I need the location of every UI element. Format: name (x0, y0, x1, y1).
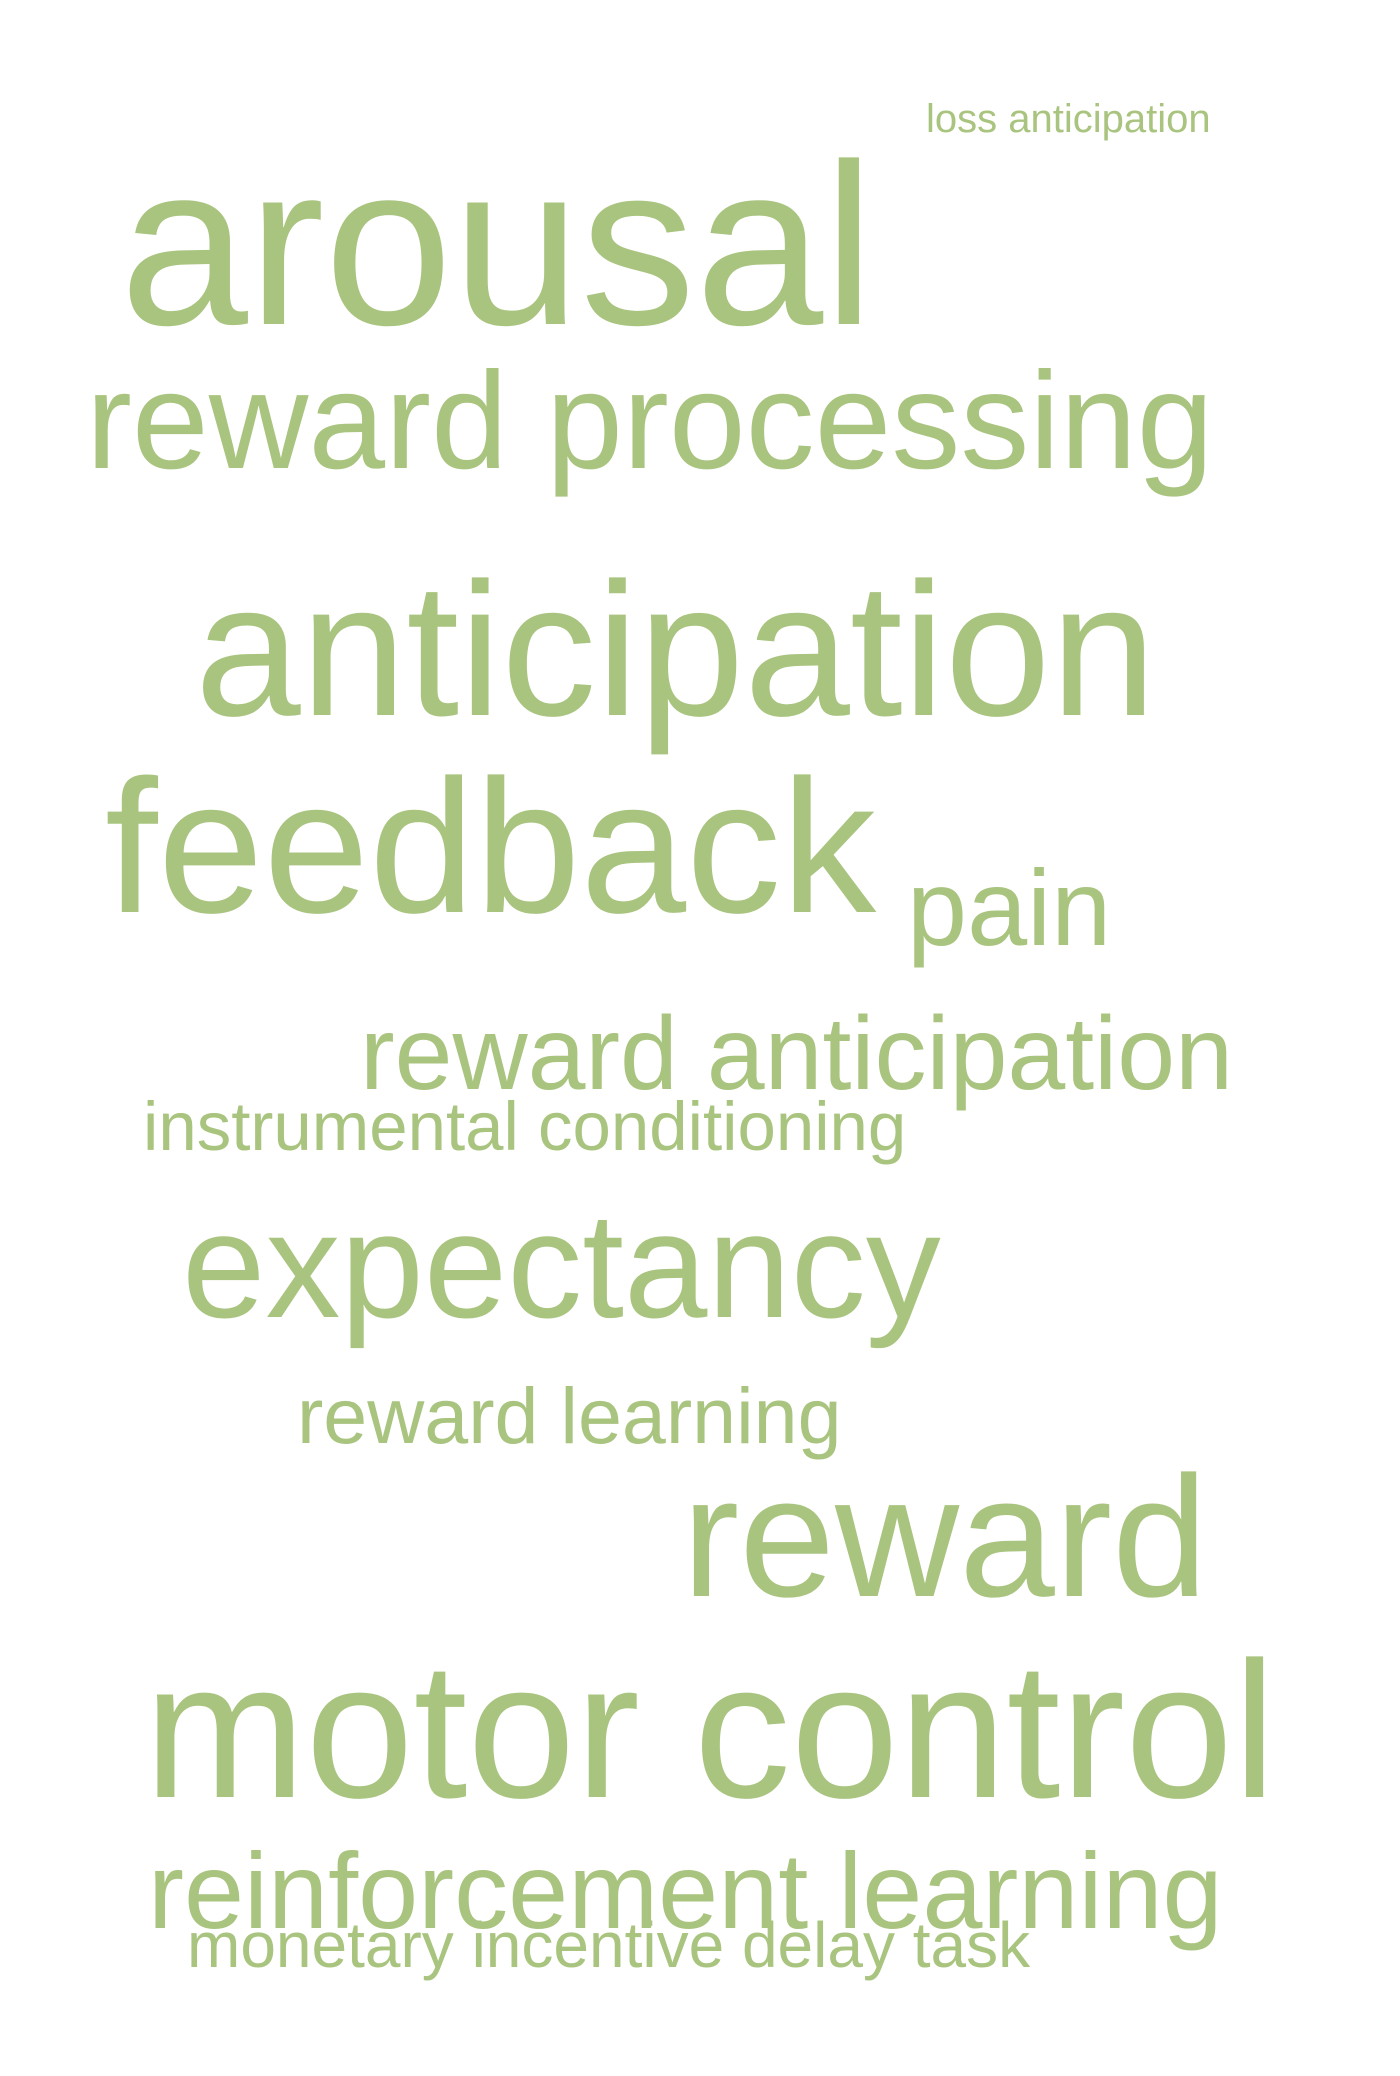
word-pain: pain (907, 847, 1112, 968)
word-loss-anticipation: loss anticipation (926, 97, 1211, 141)
word-reward-anticipation: reward anticipation (360, 996, 1233, 1112)
word-feedback: feedback (105, 741, 877, 953)
word-reinforcement-learning: reinforcement learning (148, 1830, 1223, 1951)
word-reward-learning: reward learning (297, 1371, 842, 1460)
word-anticipation: anticipation (195, 544, 1157, 756)
word-monetary-incentive-delay-task: monetary incentive delay task (187, 1909, 1031, 1981)
word-motor-control: motor control (144, 1622, 1277, 1839)
word-reward: reward (682, 1441, 1208, 1633)
word-expectancy: expectancy (182, 1181, 941, 1349)
word-reward-processing: reward processing (86, 344, 1214, 498)
word-instrumental-conditioning: instrumental conditioning (143, 1088, 907, 1165)
word-arousal: arousal (120, 116, 875, 373)
